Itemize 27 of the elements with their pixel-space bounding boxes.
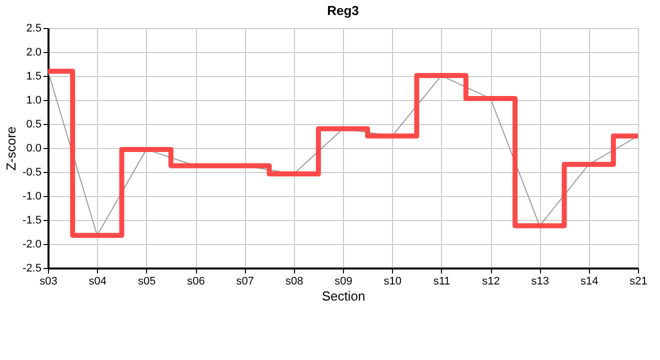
y-tick-label: 2.5 bbox=[26, 22, 42, 34]
x-tick-label: s09 bbox=[334, 276, 352, 288]
x-tick-label: s11 bbox=[433, 276, 450, 288]
x-tick-label: s10 bbox=[384, 276, 402, 288]
y-tick-label: 0.0 bbox=[26, 142, 42, 154]
x-tick-label: s13 bbox=[531, 276, 550, 288]
y-axis-title: Z-score bbox=[4, 126, 19, 171]
y-tick-label: -2.0 bbox=[22, 238, 42, 250]
x-tick-label: s21 bbox=[630, 276, 648, 288]
x-tick-label: s08 bbox=[285, 276, 304, 288]
y-tick-label: 2.0 bbox=[26, 46, 42, 58]
x-tick-label: s03 bbox=[40, 276, 58, 288]
x-axis-title: Section bbox=[322, 288, 366, 304]
y-tick-label: -1.5 bbox=[22, 214, 42, 226]
x-tick-label: s14 bbox=[580, 276, 598, 288]
y-tick-label: -2.5 bbox=[22, 262, 42, 274]
y-tick-label: 1.0 bbox=[26, 94, 42, 106]
x-tick-label: s06 bbox=[187, 276, 205, 288]
x-tick-label: s12 bbox=[482, 276, 500, 288]
y-tick-label: -1.0 bbox=[22, 190, 42, 202]
x-tick-label: s04 bbox=[88, 276, 107, 288]
y-tick-label: 0.5 bbox=[26, 118, 42, 130]
y-tick-label: -0.5 bbox=[22, 166, 42, 178]
x-tick-label: s07 bbox=[236, 276, 254, 288]
x-tick-label: s05 bbox=[138, 276, 156, 288]
chart-title: Reg3 bbox=[327, 3, 359, 18]
y-tick-label: 1.5 bbox=[26, 70, 42, 82]
